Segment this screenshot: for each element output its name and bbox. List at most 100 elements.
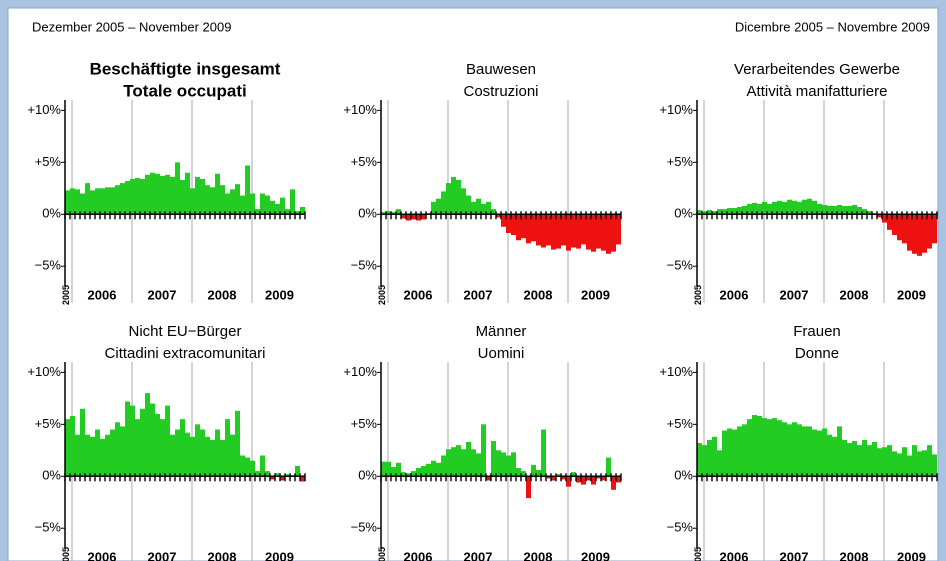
- bar: [887, 214, 892, 230]
- bar: [747, 419, 752, 477]
- bar: [907, 214, 912, 251]
- bar: [717, 209, 722, 215]
- bar: [165, 174, 170, 215]
- bar: [250, 460, 255, 477]
- chart-subtitle: Cittadini extracomunitari: [105, 345, 266, 362]
- chart-title: Nicht EU−Bürger: [129, 323, 242, 340]
- chart-title: Beschäftigte insgesamt: [90, 59, 281, 78]
- bar: [391, 212, 396, 215]
- bar: [611, 214, 616, 252]
- bar: [827, 205, 832, 215]
- y-tick-label: −5%: [667, 258, 694, 273]
- bar: [712, 436, 717, 477]
- y-tick-label: 0%: [674, 206, 693, 221]
- bar: [275, 473, 280, 477]
- bar: [802, 426, 807, 477]
- bar: [180, 179, 185, 215]
- year-label: 2005: [693, 547, 703, 561]
- bar: [536, 214, 541, 246]
- y-tick-label: 0%: [674, 468, 693, 483]
- year-label: 2008: [840, 549, 869, 561]
- year-label: 2009: [581, 287, 610, 302]
- bar: [902, 447, 907, 477]
- year-label: 2005: [693, 285, 703, 305]
- bar: [742, 205, 747, 215]
- bar: [205, 185, 210, 215]
- year-label: 2008: [208, 549, 237, 561]
- bar: [932, 454, 937, 477]
- year-label: 2006: [720, 549, 749, 561]
- bar: [797, 201, 802, 215]
- bar: [501, 452, 506, 477]
- bar: [411, 214, 416, 220]
- bar: [501, 214, 506, 227]
- bar: [767, 203, 772, 215]
- bar: [927, 214, 932, 249]
- bar: [170, 176, 175, 215]
- bar: [877, 448, 882, 477]
- bar: [847, 205, 852, 215]
- bar: [185, 432, 190, 477]
- bar: [65, 190, 70, 215]
- bar: [907, 455, 912, 477]
- bar: [576, 476, 581, 483]
- bar: [571, 214, 576, 248]
- bar: [737, 207, 742, 215]
- bar: [215, 173, 220, 215]
- bar: [235, 410, 240, 477]
- bar: [95, 188, 100, 215]
- bar: [100, 188, 105, 215]
- year-label: 2008: [524, 549, 553, 561]
- bar: [80, 408, 85, 477]
- bar: [461, 449, 466, 477]
- bar: [802, 199, 807, 215]
- year-label: 2005: [61, 547, 71, 561]
- bar: [406, 214, 411, 221]
- bar: [381, 461, 386, 477]
- bar: [200, 178, 205, 215]
- bar: [75, 189, 80, 215]
- bar: [516, 467, 521, 477]
- bar: [521, 214, 526, 239]
- bar: [852, 204, 857, 215]
- bar: [722, 209, 727, 215]
- bar: [857, 207, 862, 215]
- chart-title: Männer: [476, 323, 527, 340]
- bar: [105, 434, 110, 477]
- bar: [290, 189, 295, 215]
- year-label: 2006: [404, 287, 433, 302]
- year-label: 2008: [208, 287, 237, 302]
- bar: [526, 476, 531, 499]
- bar: [717, 450, 722, 477]
- bar: [757, 203, 762, 215]
- bar: [270, 476, 275, 480]
- bar: [867, 445, 872, 477]
- year-label: 2009: [581, 549, 610, 561]
- chart-subtitle: Costruzioni: [463, 83, 538, 100]
- bar: [421, 465, 426, 477]
- bar: [431, 460, 436, 477]
- year-label: 2007: [780, 549, 809, 561]
- bar: [401, 472, 406, 477]
- bar: [852, 440, 857, 477]
- bar: [516, 214, 521, 241]
- bar: [120, 426, 125, 477]
- bar: [927, 445, 932, 477]
- bar: [531, 464, 536, 477]
- bar: [877, 214, 882, 218]
- bar: [220, 439, 225, 477]
- y-tick-label: +10%: [659, 364, 693, 379]
- bar: [922, 214, 927, 253]
- bar: [125, 181, 130, 215]
- bar: [441, 191, 446, 215]
- y-tick-label: +10%: [659, 102, 693, 117]
- bar: [521, 471, 526, 477]
- bar: [566, 214, 571, 251]
- bar: [280, 476, 285, 481]
- bar: [195, 424, 200, 477]
- bar: [295, 211, 300, 215]
- bar: [782, 422, 787, 477]
- bar: [727, 208, 732, 215]
- bar: [822, 428, 827, 477]
- bar: [762, 418, 767, 477]
